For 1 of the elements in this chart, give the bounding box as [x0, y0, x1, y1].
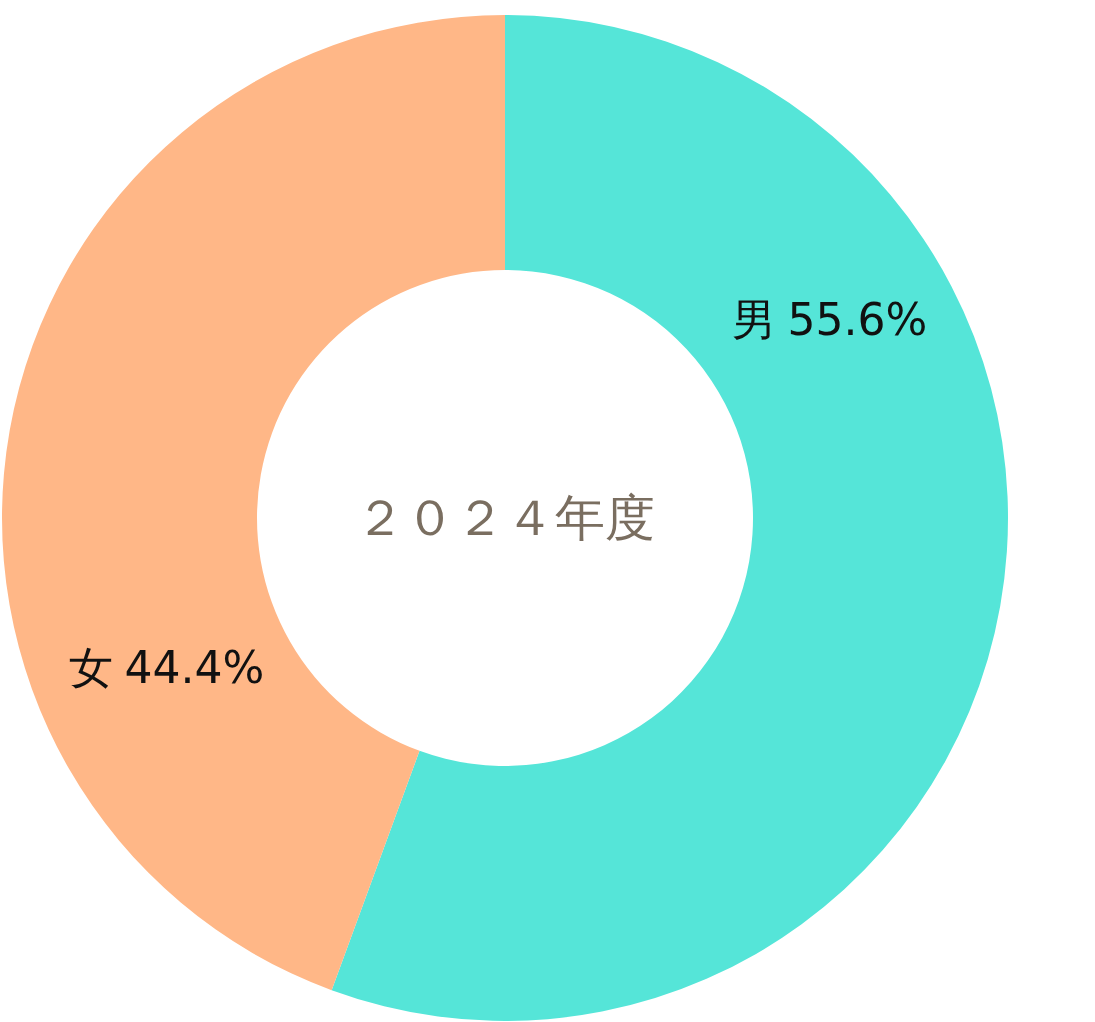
title: ２０２４年度	[355, 489, 655, 547]
